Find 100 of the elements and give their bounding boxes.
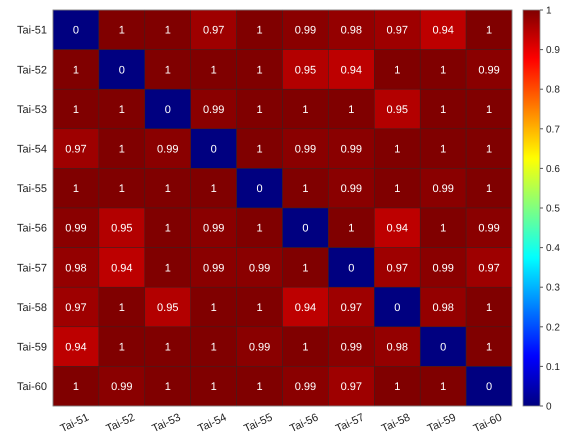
x-tick-label: Tai-53 — [150, 412, 183, 436]
data-label: 1 — [486, 302, 492, 314]
data-label: 0.99 — [432, 183, 454, 196]
color-bar-label: 1 — [546, 6, 552, 16]
data-label: 0.98 — [386, 341, 408, 354]
data-label: 1 — [164, 381, 171, 394]
data-label: 1 — [72, 381, 80, 394]
data-label: 1 — [210, 183, 217, 196]
data-label: 1 — [210, 302, 217, 314]
data-label: 1 — [486, 143, 492, 156]
data-label: 1 — [256, 24, 263, 37]
data-label: 1 — [256, 222, 263, 235]
data-label: 0.99 — [340, 341, 362, 354]
data-label: 1 — [486, 24, 492, 37]
data-label: 0 — [394, 302, 400, 314]
data-label: 1 — [164, 24, 171, 37]
data-label: 1 — [72, 104, 80, 116]
data-label: 0.97 — [478, 262, 500, 274]
data-label: 1 — [394, 381, 400, 394]
data-label: 1 — [256, 302, 263, 314]
data-label: 0.95 — [111, 222, 133, 235]
data-label: 1 — [256, 64, 263, 76]
color-bar-label: 0.2 — [546, 322, 560, 334]
data-label: 1 — [440, 222, 446, 235]
data-label: 1 — [72, 183, 80, 196]
color-bar-label: 0.5 — [546, 204, 560, 214]
data-label: 1 — [256, 143, 263, 156]
color-bar-label: 0.1 — [546, 362, 560, 373]
data-label: 1 — [348, 104, 354, 116]
data-label: 1 — [302, 104, 309, 116]
data-label: 0.97 — [386, 24, 408, 37]
color-bar-label: 0.9 — [546, 45, 560, 56]
data-label: 0.97 — [202, 24, 224, 37]
x-tick-label: Tai-57 — [334, 412, 366, 436]
data-label: 0 — [256, 183, 263, 196]
y-tick-label: Tai-53 — [17, 104, 47, 116]
data-label: 0.97 — [340, 302, 362, 314]
data-label: 1 — [210, 341, 217, 354]
y-tick-label: Tai-51 — [17, 24, 47, 37]
x-tick-label: Tai-54 — [196, 412, 228, 436]
data-label: 1 — [440, 104, 446, 116]
x-tick-label: Tai-51 — [58, 412, 91, 436]
color-bar-label: 0.4 — [546, 243, 560, 254]
data-label: 0.99 — [157, 143, 178, 156]
data-label: 1 — [164, 222, 171, 235]
data-label: 0.99 — [294, 381, 316, 394]
data-label: 0.97 — [340, 381, 362, 394]
data-label: 1 — [302, 183, 309, 196]
data-label: 1 — [72, 64, 80, 76]
x-tick-label: Tai-55 — [242, 412, 274, 436]
data-label: 0 — [164, 104, 171, 116]
data-label: 0.95 — [386, 104, 408, 116]
data-label: 1 — [256, 104, 263, 116]
data-label: 0.98 — [65, 262, 87, 274]
x-tick-label: Tai-59 — [426, 412, 458, 436]
data-label: 0.99 — [294, 143, 316, 156]
data-label: 1 — [118, 341, 125, 354]
y-tick-label: Tai-60 — [17, 381, 47, 394]
data-label: 0.99 — [478, 222, 500, 235]
data-label: 1 — [164, 341, 171, 354]
data-label: 0.97 — [386, 262, 408, 274]
data-label: 0.99 — [478, 64, 500, 76]
data-label: 0 — [210, 143, 217, 156]
color-bar-label: 0 — [546, 402, 552, 412]
data-label: 1 — [164, 262, 171, 274]
data-label: 0.94 — [386, 222, 408, 235]
x-tick-label: Tai-60 — [472, 412, 504, 436]
data-label: 1 — [440, 143, 446, 156]
data-label: 0.94 — [432, 24, 454, 37]
y-tick-label: Tai-59 — [17, 341, 47, 354]
data-label: 1 — [394, 143, 400, 156]
color-bar-label: 0.6 — [546, 164, 560, 175]
data-label: 1 — [118, 104, 125, 116]
data-label: 0.99 — [202, 262, 224, 274]
color-bar-label: 0.3 — [546, 282, 560, 294]
data-label: 1 — [394, 183, 400, 196]
data-label: 1 — [210, 64, 217, 76]
data-label: 0.94 — [294, 302, 316, 314]
data-label: 0 — [348, 262, 354, 274]
data-label: 0.99 — [202, 222, 224, 235]
color-bar-label: 0.7 — [546, 124, 560, 136]
data-label: 0.99 — [111, 381, 133, 394]
data-label: 1 — [118, 183, 125, 196]
data-label: 1 — [118, 143, 125, 156]
color-bar-label: 0.8 — [546, 84, 560, 96]
data-label: 1 — [256, 381, 263, 394]
y-tick-label: Tai-54 — [17, 143, 47, 156]
y-tick-label: Tai-56 — [17, 222, 47, 235]
data-label: 1 — [486, 183, 492, 196]
data-label: 1 — [164, 183, 171, 196]
x-tick-label: Tai-56 — [288, 412, 320, 436]
data-label: 0.99 — [202, 104, 224, 116]
data-label: 0 — [118, 64, 125, 76]
data-label: 0.99 — [294, 24, 316, 37]
data-label: 0.98 — [432, 302, 454, 314]
y-tick-label: Tai-52 — [17, 64, 47, 76]
data-label: 1 — [394, 64, 400, 76]
data-label: 1 — [348, 222, 354, 235]
data-label: 0.99 — [340, 143, 362, 156]
x-tick-label: Tai-52 — [104, 412, 137, 436]
